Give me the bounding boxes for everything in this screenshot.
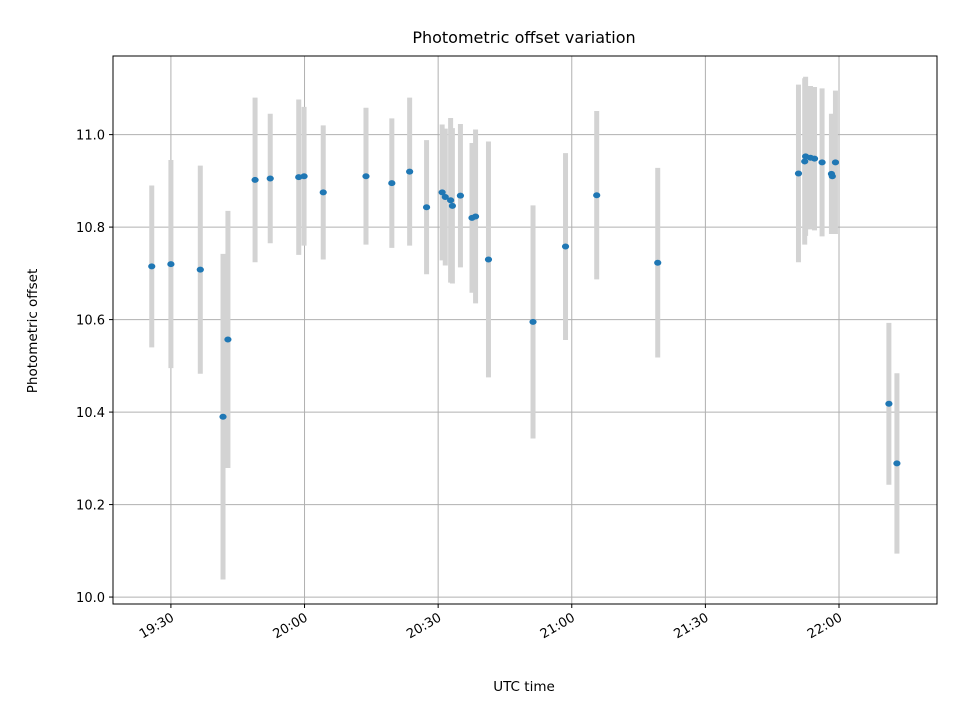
y-tick-label: 11.0 <box>76 129 105 144</box>
y-tick-label: 10.4 <box>76 406 105 421</box>
data-point <box>893 460 901 467</box>
data-point <box>831 159 840 166</box>
data-point <box>438 189 446 196</box>
data-point <box>319 189 327 196</box>
y-tick-label: 10.2 <box>76 499 105 514</box>
chart-title: Photometric offset variation <box>412 28 635 47</box>
data-point <box>362 173 370 180</box>
data-point <box>828 173 836 180</box>
data-points <box>148 153 901 467</box>
data-point <box>885 400 893 407</box>
data-point <box>266 175 274 182</box>
data-point <box>593 192 601 199</box>
data-point <box>484 256 493 263</box>
y-axis-label: Photometric offset <box>25 269 41 393</box>
data-point <box>456 192 465 199</box>
data-point <box>794 170 803 177</box>
y-tick-label: 10.0 <box>76 591 105 606</box>
data-point <box>388 180 396 187</box>
data-point <box>167 261 175 268</box>
data-point <box>447 197 455 204</box>
data-point <box>148 263 156 270</box>
data-point <box>196 266 204 273</box>
data-point <box>251 176 259 183</box>
x-axis-label: UTC time <box>493 679 555 695</box>
data-point <box>224 336 232 343</box>
data-point <box>801 158 809 165</box>
data-point <box>810 155 819 162</box>
data-point <box>448 202 456 209</box>
data-point <box>654 259 662 266</box>
data-point <box>406 168 414 175</box>
y-tick-label: 10.6 <box>76 314 105 329</box>
plot-area-frame <box>112 55 938 605</box>
data-point <box>295 174 303 181</box>
data-point <box>471 213 480 220</box>
data-point <box>441 194 449 201</box>
y-tick-label: 10.8 <box>76 221 105 236</box>
data-point <box>422 204 431 211</box>
data-point <box>219 413 227 420</box>
data-point <box>561 243 570 250</box>
data-point <box>300 173 308 180</box>
data-point <box>529 318 537 325</box>
data-point <box>818 159 826 166</box>
